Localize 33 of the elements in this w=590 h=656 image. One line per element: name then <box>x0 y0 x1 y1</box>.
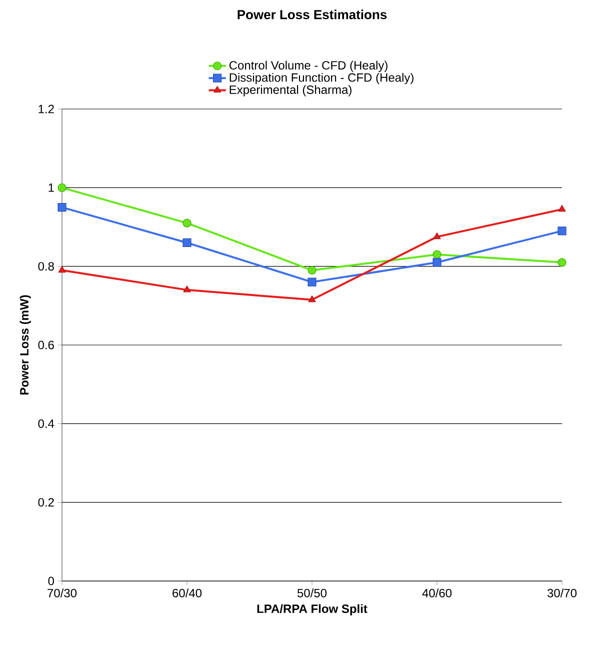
point <box>558 226 566 236</box>
point <box>58 183 66 192</box>
x-tick-label: 30/70 <box>547 588 577 598</box>
y-tick-label: 0 <box>48 576 54 586</box>
y-axis-title: Power Loss (mW) <box>20 295 31 395</box>
y-tick-label: 0.8 <box>38 262 54 271</box>
point <box>308 278 316 286</box>
x-tick-label: 60/40 <box>172 588 202 598</box>
y-tick-label: 1.2 <box>38 104 54 114</box>
point <box>182 238 192 248</box>
point <box>433 232 441 240</box>
point <box>432 258 442 267</box>
y-tick-label: 0.2 <box>38 498 54 507</box>
x-tick-label: 50/50 <box>297 588 327 598</box>
x-tick-label: 40/60 <box>422 588 452 598</box>
legend-label: Experimental (Sharma) <box>230 85 352 96</box>
y-tick-label: 0.4 <box>38 419 54 428</box>
point <box>308 295 316 302</box>
point <box>182 218 192 228</box>
y-tick-label: 1 <box>48 184 54 192</box>
x-axis-title: LPA/RPA Flow Split <box>257 604 368 616</box>
x-tick-label: 70/30 <box>48 588 77 598</box>
point <box>58 203 66 212</box>
point <box>183 286 191 292</box>
point <box>308 266 316 275</box>
point <box>558 258 566 267</box>
point <box>432 250 442 259</box>
legend-label: Control Volume - CFD (Healy) <box>229 60 388 72</box>
point <box>58 266 66 273</box>
point <box>558 205 566 212</box>
legend-label: Dissipation Function - CFD (Healy) <box>230 72 414 84</box>
chart-title: Power Loss Estimations <box>238 10 387 20</box>
y-tick-label: 0.6 <box>38 340 54 350</box>
